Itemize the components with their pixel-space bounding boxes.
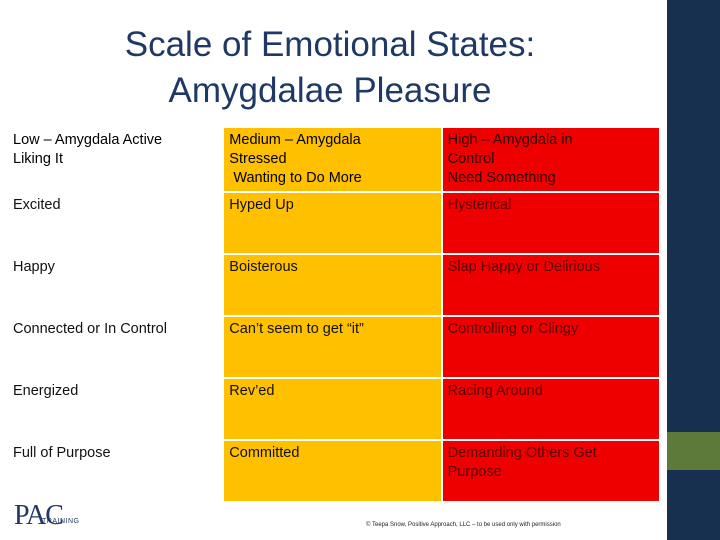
cell-low: Energized bbox=[8, 379, 223, 439]
header-high-line: High – Amygdala in bbox=[447, 132, 573, 148]
logo-training-text: TRAINING bbox=[42, 518, 80, 525]
cell-medium: Boisterous bbox=[224, 255, 441, 315]
cell-high: Hysterical bbox=[442, 193, 659, 253]
cell-high: Controlling or Clingy bbox=[442, 317, 659, 377]
header-high-line: Need Something bbox=[447, 170, 556, 186]
side-bar-accent bbox=[667, 432, 720, 470]
header-medium-line: Stressed bbox=[229, 151, 287, 167]
emotional-scale-table: Low – Amygdala Active Liking It Medium –… bbox=[6, 126, 661, 503]
copyright-footer: © Teepa Snow, Positive Approach, LLC – t… bbox=[366, 522, 561, 528]
cell-low: Connected or In Control bbox=[8, 317, 223, 377]
page-title: Scale of Emotional States: Amygdalae Ple… bbox=[60, 22, 600, 114]
header-high-line: Control bbox=[447, 151, 495, 167]
table-row: Full of Purpose Committed Demanding Othe… bbox=[8, 441, 659, 501]
cell-high: Demanding Others Get Purpose bbox=[442, 441, 659, 501]
side-bar-top bbox=[667, 0, 720, 432]
table-row: Happy Boisterous Slap Happy or Delirious bbox=[8, 255, 659, 315]
header-high: High – Amygdala in Control Need Somethin… bbox=[442, 128, 659, 191]
table-row: Excited Hyped Up Hysterical bbox=[8, 193, 659, 253]
pac-training-logo: PAC TRAINING bbox=[12, 500, 92, 532]
cell-medium: Can’t seem to get “it” bbox=[224, 317, 441, 377]
logo-pac-text: PAC bbox=[14, 500, 64, 531]
side-bar-bottom bbox=[667, 470, 720, 540]
cell-low: Excited bbox=[8, 193, 223, 253]
table-row: Energized Rev’ed Racing Around bbox=[8, 379, 659, 439]
cell-high: Racing Around bbox=[442, 379, 659, 439]
cell-low: Happy bbox=[8, 255, 223, 315]
header-medium: Medium – Amygdala Stressed Wanting to Do… bbox=[224, 128, 441, 191]
title-line-1: Scale of Emotional States: bbox=[124, 25, 536, 64]
header-medium-line: Medium – Amygdala bbox=[229, 132, 361, 148]
cell-medium: Rev’ed bbox=[224, 379, 441, 439]
cell-medium: Committed bbox=[224, 441, 441, 501]
table-header-row: Low – Amygdala Active Liking It Medium –… bbox=[8, 128, 659, 191]
header-medium-line: Wanting to Do More bbox=[229, 170, 362, 186]
header-low-line: Liking It bbox=[13, 151, 63, 167]
cell-high: Slap Happy or Delirious bbox=[442, 255, 659, 315]
cell-medium: Hyped Up bbox=[224, 193, 441, 253]
header-low: Low – Amygdala Active Liking It bbox=[8, 128, 223, 191]
table-row: Connected or In Control Can’t seem to ge… bbox=[8, 317, 659, 377]
header-low-line: Low – Amygdala Active bbox=[13, 132, 163, 148]
cell-low: Full of Purpose bbox=[8, 441, 223, 501]
title-line-2: Amygdalae Pleasure bbox=[168, 71, 492, 110]
